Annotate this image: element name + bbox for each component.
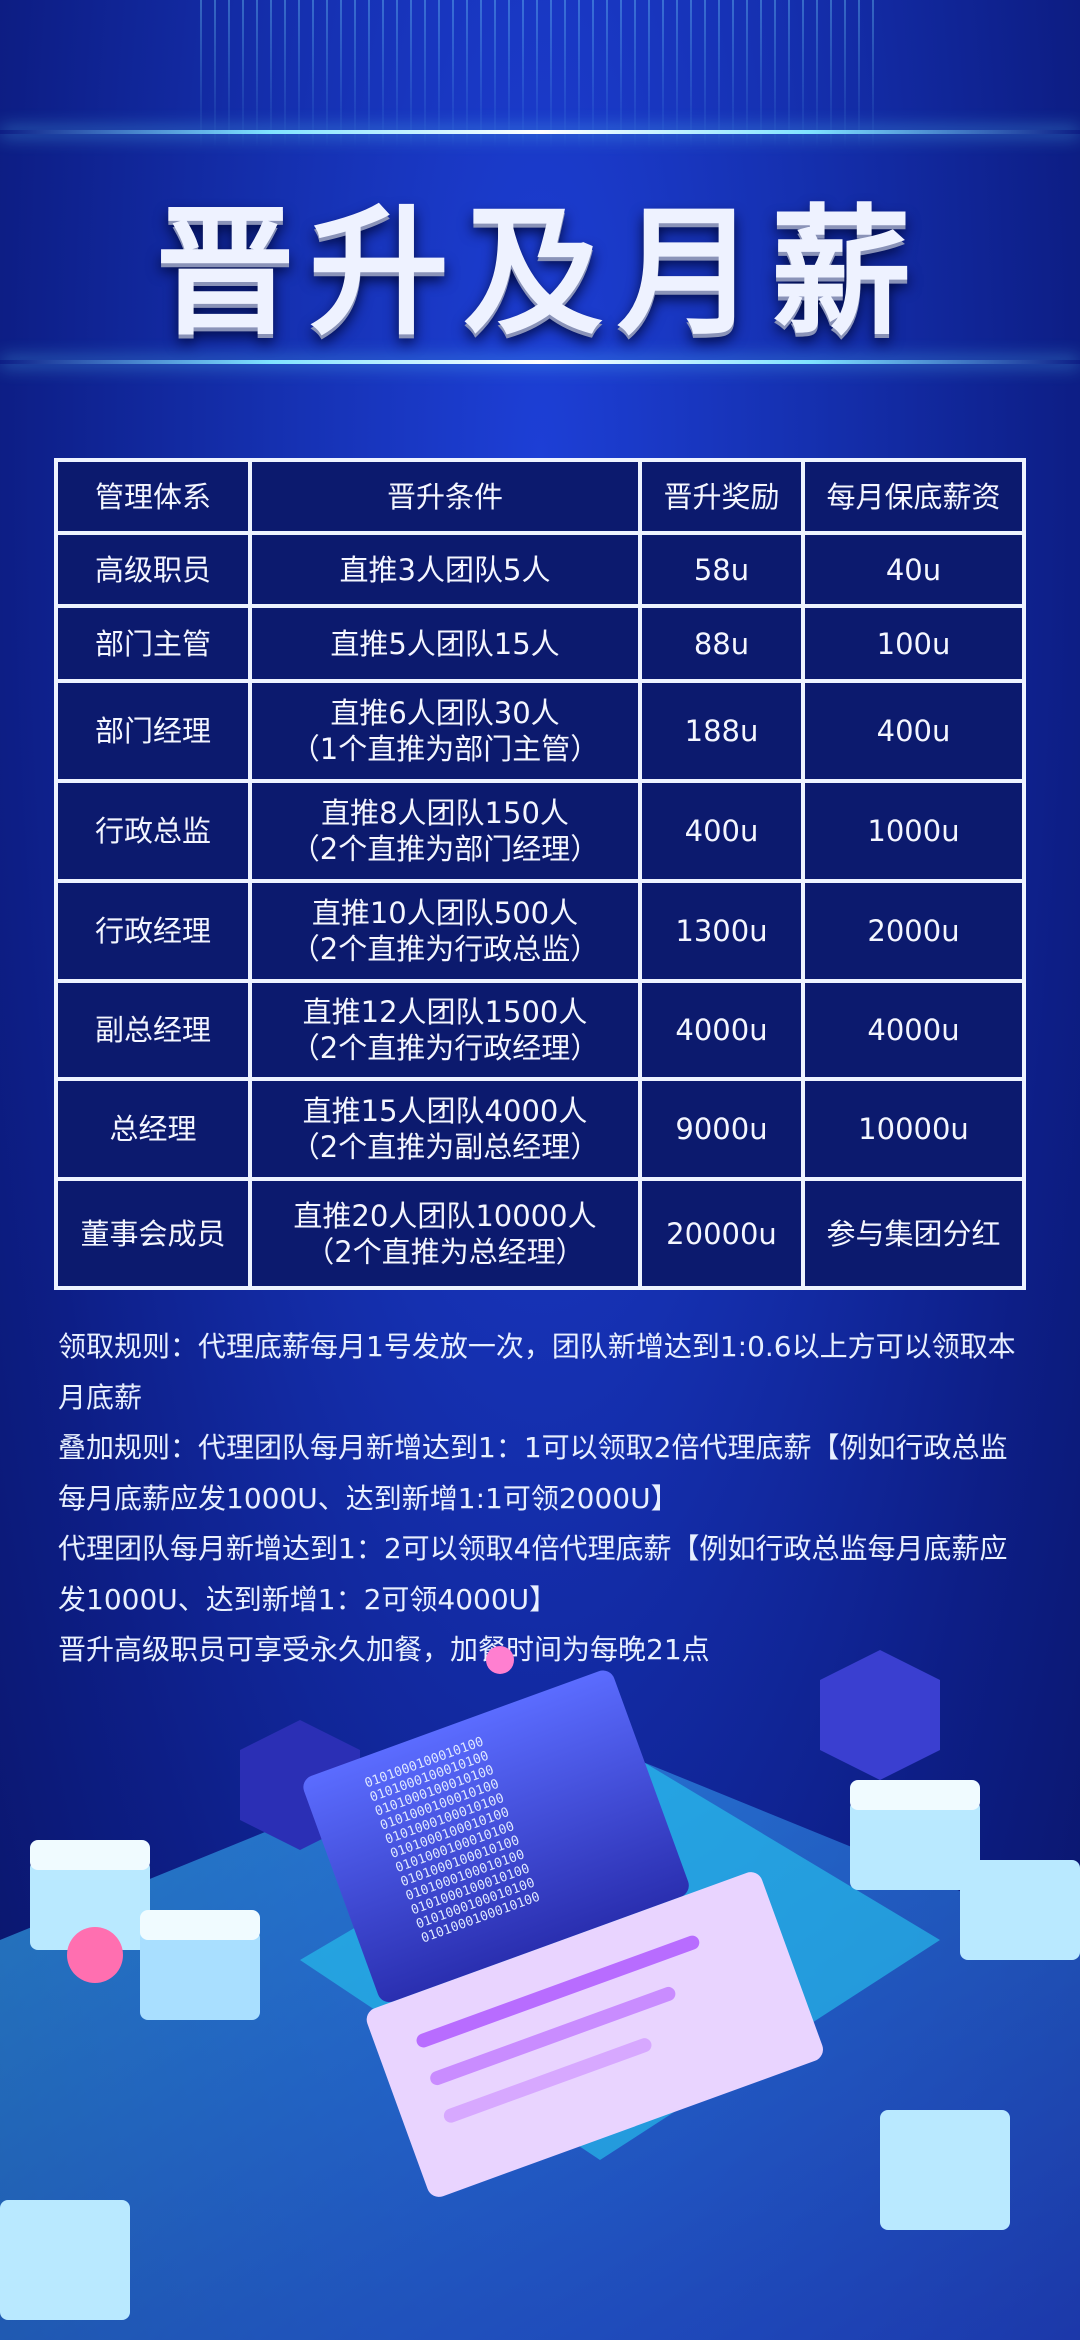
rule-claim: 领取规则：代理底薪每月1号发放一次，团队新增达到1:0.6以上方可以领取本月底薪 <box>58 1330 1016 1414</box>
table-row: 部门主管 直推5人团队15人 88u 100u <box>54 604 1026 683</box>
server-stack-bottom <box>0 2110 1010 2320</box>
condition-cell: 直推6人团队30人 （1个直推为部门主管） <box>248 679 642 783</box>
condition-main: 直推5人团队15人 <box>330 626 560 661</box>
level-cell: 行政总监 <box>54 779 252 883</box>
tech-illustration: 0101000100010100010100010001010001010001… <box>0 1646 1080 2340</box>
condition-note: （1个直推为部门主管） <box>290 732 600 766</box>
level-cell: 高级职员 <box>54 531 252 608</box>
header-reward: 晋升奖励 <box>638 458 805 535</box>
condition-cell: 直推15人团队4000人 （2个直推为副总经理） <box>248 1077 642 1181</box>
reward-cell: 1300u <box>638 879 805 983</box>
laptop: 0101000100010100010100010001010001010001… <box>303 1670 823 2197</box>
cube <box>820 1650 940 1780</box>
table-row: 部门经理 直推6人团队30人 （1个直推为部门主管） 188u 400u <box>54 679 1026 783</box>
condition-cell: 直推8人团队150人 （2个直推为部门经理） <box>248 779 642 883</box>
level-cell: 董事会成员 <box>54 1177 252 1290</box>
table-row: 董事会成员 直推20人团队10000人 （2个直推为总经理） 20000u 参与集… <box>54 1177 1026 1290</box>
condition-cell: 直推3人团队5人 <box>248 531 642 608</box>
light-beam <box>0 130 1080 134</box>
reward-cell: 58u <box>638 531 805 608</box>
table-row: 总经理 直推15人团队4000人 （2个直推为副总经理） 9000u 10000u <box>54 1077 1026 1181</box>
server-stack-left <box>30 1840 150 1950</box>
condition-cell: 直推5人团队15人 <box>248 604 642 683</box>
table-row: 行政总监 直推8人团队150人 （2个直推为部门经理） 400u 1000u <box>54 779 1026 883</box>
light-beam <box>0 360 1080 364</box>
salary-cell: 1000u <box>801 779 1026 883</box>
condition-main: 直推12人团队1500人 <box>302 995 588 1029</box>
salary-cell: 参与集团分红 <box>801 1177 1026 1290</box>
rule-meal: 晋升高级职员可享受永久加餐，加餐时间为每晚21点 <box>58 1633 710 1666</box>
salary-cell: 40u <box>801 531 1026 608</box>
binary-text: 0101000100010100010100010001010001010001… <box>363 1735 542 1947</box>
condition-cell: 直推10人团队500人 （2个直推为行政总监） <box>248 879 642 983</box>
level-cell: 总经理 <box>54 1077 252 1181</box>
promotion-table: 管理体系 晋升条件 晋升奖励 每月保底薪资 高级职员 直推3人团队5人 58u … <box>54 458 1026 1290</box>
table-row: 副总经理 直推12人团队1500人 （2个直推为行政经理） 4000u 4000u <box>54 979 1026 1081</box>
header-level: 管理体系 <box>54 458 252 535</box>
rule-stack: 叠加规则：代理团队每月新增达到1：1可以领取2倍代理底薪【例如行政总监每月底薪应… <box>58 1431 1008 1515</box>
header-salary: 每月保底薪资 <box>801 458 1026 535</box>
level-cell: 部门主管 <box>54 604 252 683</box>
pink-sphere <box>67 1927 123 1983</box>
condition-main: 直推20人团队10000人 <box>293 1198 597 1233</box>
salary-cell: 4000u <box>801 979 1026 1081</box>
salary-cell: 10000u <box>801 1077 1026 1181</box>
server-stack-right <box>850 1780 980 1890</box>
level-cell: 行政经理 <box>54 879 252 983</box>
reward-cell: 4000u <box>638 979 805 1081</box>
condition-cell: 直推12人团队1500人 （2个直推为行政经理） <box>248 979 642 1081</box>
condition-main: 直推10人团队500人 <box>311 896 579 930</box>
condition-main: 直推3人团队5人 <box>339 552 551 587</box>
table-row: 高级职员 直推3人团队5人 58u 40u <box>54 531 1026 608</box>
condition-note: （2个直推为副总经理） <box>290 1130 600 1164</box>
reward-cell: 88u <box>638 604 805 683</box>
server-stack-left-2 <box>140 1910 260 2020</box>
condition-main: 直推6人团队30人 <box>330 696 560 730</box>
rule-stack-2: 代理团队每月新增达到1：2可以领取4倍代理底薪【例如行政总监每月底薪应发1000… <box>58 1532 1008 1616</box>
condition-note: （2个直推为总经理） <box>305 1234 585 1269</box>
table-row: 行政经理 直推10人团队500人 （2个直推为行政总监） 1300u 2000u <box>54 879 1026 983</box>
pink-sphere <box>486 1646 514 1674</box>
page-title: 晋升及月薪 <box>154 191 925 355</box>
level-cell: 副总经理 <box>54 979 252 1081</box>
salary-cell: 2000u <box>801 879 1026 983</box>
condition-note: （2个直推为行政总监） <box>290 932 600 966</box>
rules-text: 领取规则：代理底薪每月1号发放一次，团队新增达到1:0.6以上方可以领取本月底薪… <box>58 1322 1028 1676</box>
reward-cell: 9000u <box>638 1077 805 1181</box>
light-rays <box>200 0 880 150</box>
reward-cell: 188u <box>638 679 805 783</box>
server-stack-right-2 <box>960 1860 1080 1960</box>
header-condition: 晋升条件 <box>248 458 642 535</box>
reward-cell: 400u <box>638 779 805 883</box>
condition-cell: 直推20人团队10000人 （2个直推为总经理） <box>248 1177 642 1290</box>
reward-cell: 20000u <box>638 1177 805 1290</box>
condition-main: 直推15人团队4000人 <box>302 1094 588 1128</box>
condition-note: （2个直推为行政经理） <box>290 1031 600 1065</box>
condition-main: 直推8人团队150人 <box>321 796 569 830</box>
condition-note: （2个直推为部门经理） <box>290 832 600 866</box>
salary-cell: 400u <box>801 679 1026 783</box>
salary-cell: 100u <box>801 604 1026 683</box>
level-cell: 部门经理 <box>54 679 252 783</box>
